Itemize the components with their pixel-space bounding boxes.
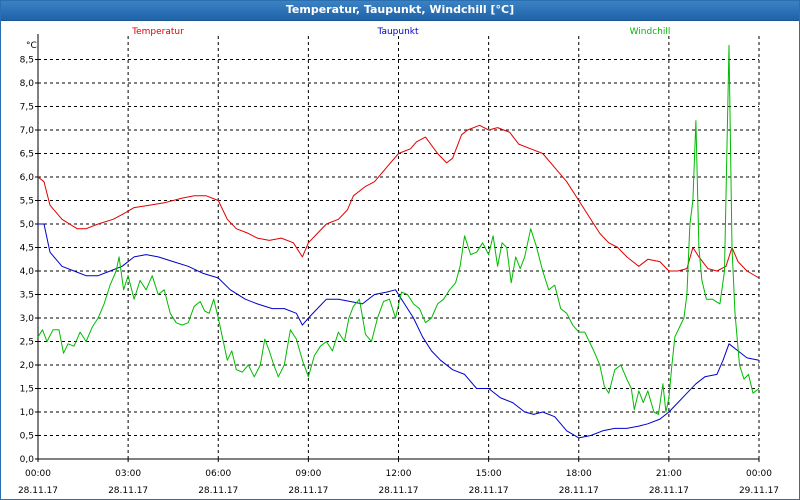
x-tick-labels: 00:00 28.11.17 03:00 28.11.17 06:00 28.11.17 0…: [18, 469, 779, 496]
y-tick-label: 1,5: [20, 385, 34, 395]
x-tick-date-label: 28.11.17: [378, 486, 418, 496]
y-tick-label: 3,5: [20, 291, 34, 301]
window-title: Temperatur, Taupunkt, Windchill [°C]: [285, 3, 515, 16]
x-tick-time-label: 09:00: [295, 469, 321, 479]
x-tick-time-label: 15:00: [476, 469, 502, 479]
x-tick-time-label: 12:00: [386, 469, 412, 479]
y-tick-label: 4,0: [20, 267, 35, 277]
y-tick-label: 3,0: [20, 314, 35, 324]
x-tick-time-label: 00:00: [25, 469, 51, 479]
x-tick-date-label: 28.11.17: [198, 486, 238, 496]
x-tick-date-label: 29.11.17: [739, 486, 779, 496]
y-tick-label: 6,5: [20, 150, 34, 160]
title-bar: Temperatur, Taupunkt, Windchill [°C]: [1, 1, 799, 21]
x-tick-time-label: 00:00: [746, 469, 772, 479]
x-tick-time-label: 06:00: [205, 469, 231, 479]
legend-entry-windchill: Windchill: [630, 27, 671, 37]
x-tick-time-label: 03:00: [115, 469, 141, 479]
y-tick-label: 0,0: [20, 455, 35, 465]
legend-entry-temperatur: Temperatur: [131, 27, 184, 37]
x-tick-date-label: 28.11.17: [288, 486, 328, 496]
y-tick-label: 8,5: [20, 56, 34, 66]
x-tick-date-label: 28.11.17: [108, 486, 148, 496]
y-tick-label: 2,5: [20, 338, 34, 348]
y-tick-label: 4,5: [20, 244, 34, 254]
y-tick-label: 7,5: [20, 103, 34, 113]
series-line-temperatur: [37, 124, 760, 279]
series-line-taupunkt: [38, 223, 760, 439]
y-tick-label: 5,0: [20, 220, 35, 230]
y-axis-unit-label: °C: [26, 41, 37, 51]
y-tick-label: 6,0: [20, 173, 35, 183]
y-tick-labels: 0,0 0,5 1,0 1,5 2,0 2,5 3,0 3,5 4,0 4,5 5,0 5,5 6,0 6…: [20, 41, 37, 465]
y-tick-label: 5,5: [20, 197, 34, 207]
y-tick-label: 7,0: [20, 126, 35, 136]
series-line-windchill: [37, 44, 760, 415]
y-tick-label: 2,0: [20, 361, 35, 371]
y-tick-label: 8,0: [20, 79, 35, 89]
x-tick-date-label: 28.11.17: [469, 486, 509, 496]
x-tick-date-label: 28.11.17: [18, 486, 58, 496]
y-tick-label: 1,0: [20, 408, 35, 418]
legend: Temperatur Taupunkt Windchill: [131, 27, 670, 37]
x-tick-time-label: 21:00: [656, 469, 682, 479]
axes: [35, 34, 760, 462]
y-tick-label: 0,5: [20, 432, 34, 442]
series-lines: [37, 44, 760, 439]
x-tick-date-label: 28.11.17: [649, 486, 689, 496]
legend-entry-taupunkt: Taupunkt: [376, 27, 419, 37]
x-tick-time-label: 18:00: [566, 469, 592, 479]
x-tick-date-label: 28.11.17: [559, 486, 599, 496]
